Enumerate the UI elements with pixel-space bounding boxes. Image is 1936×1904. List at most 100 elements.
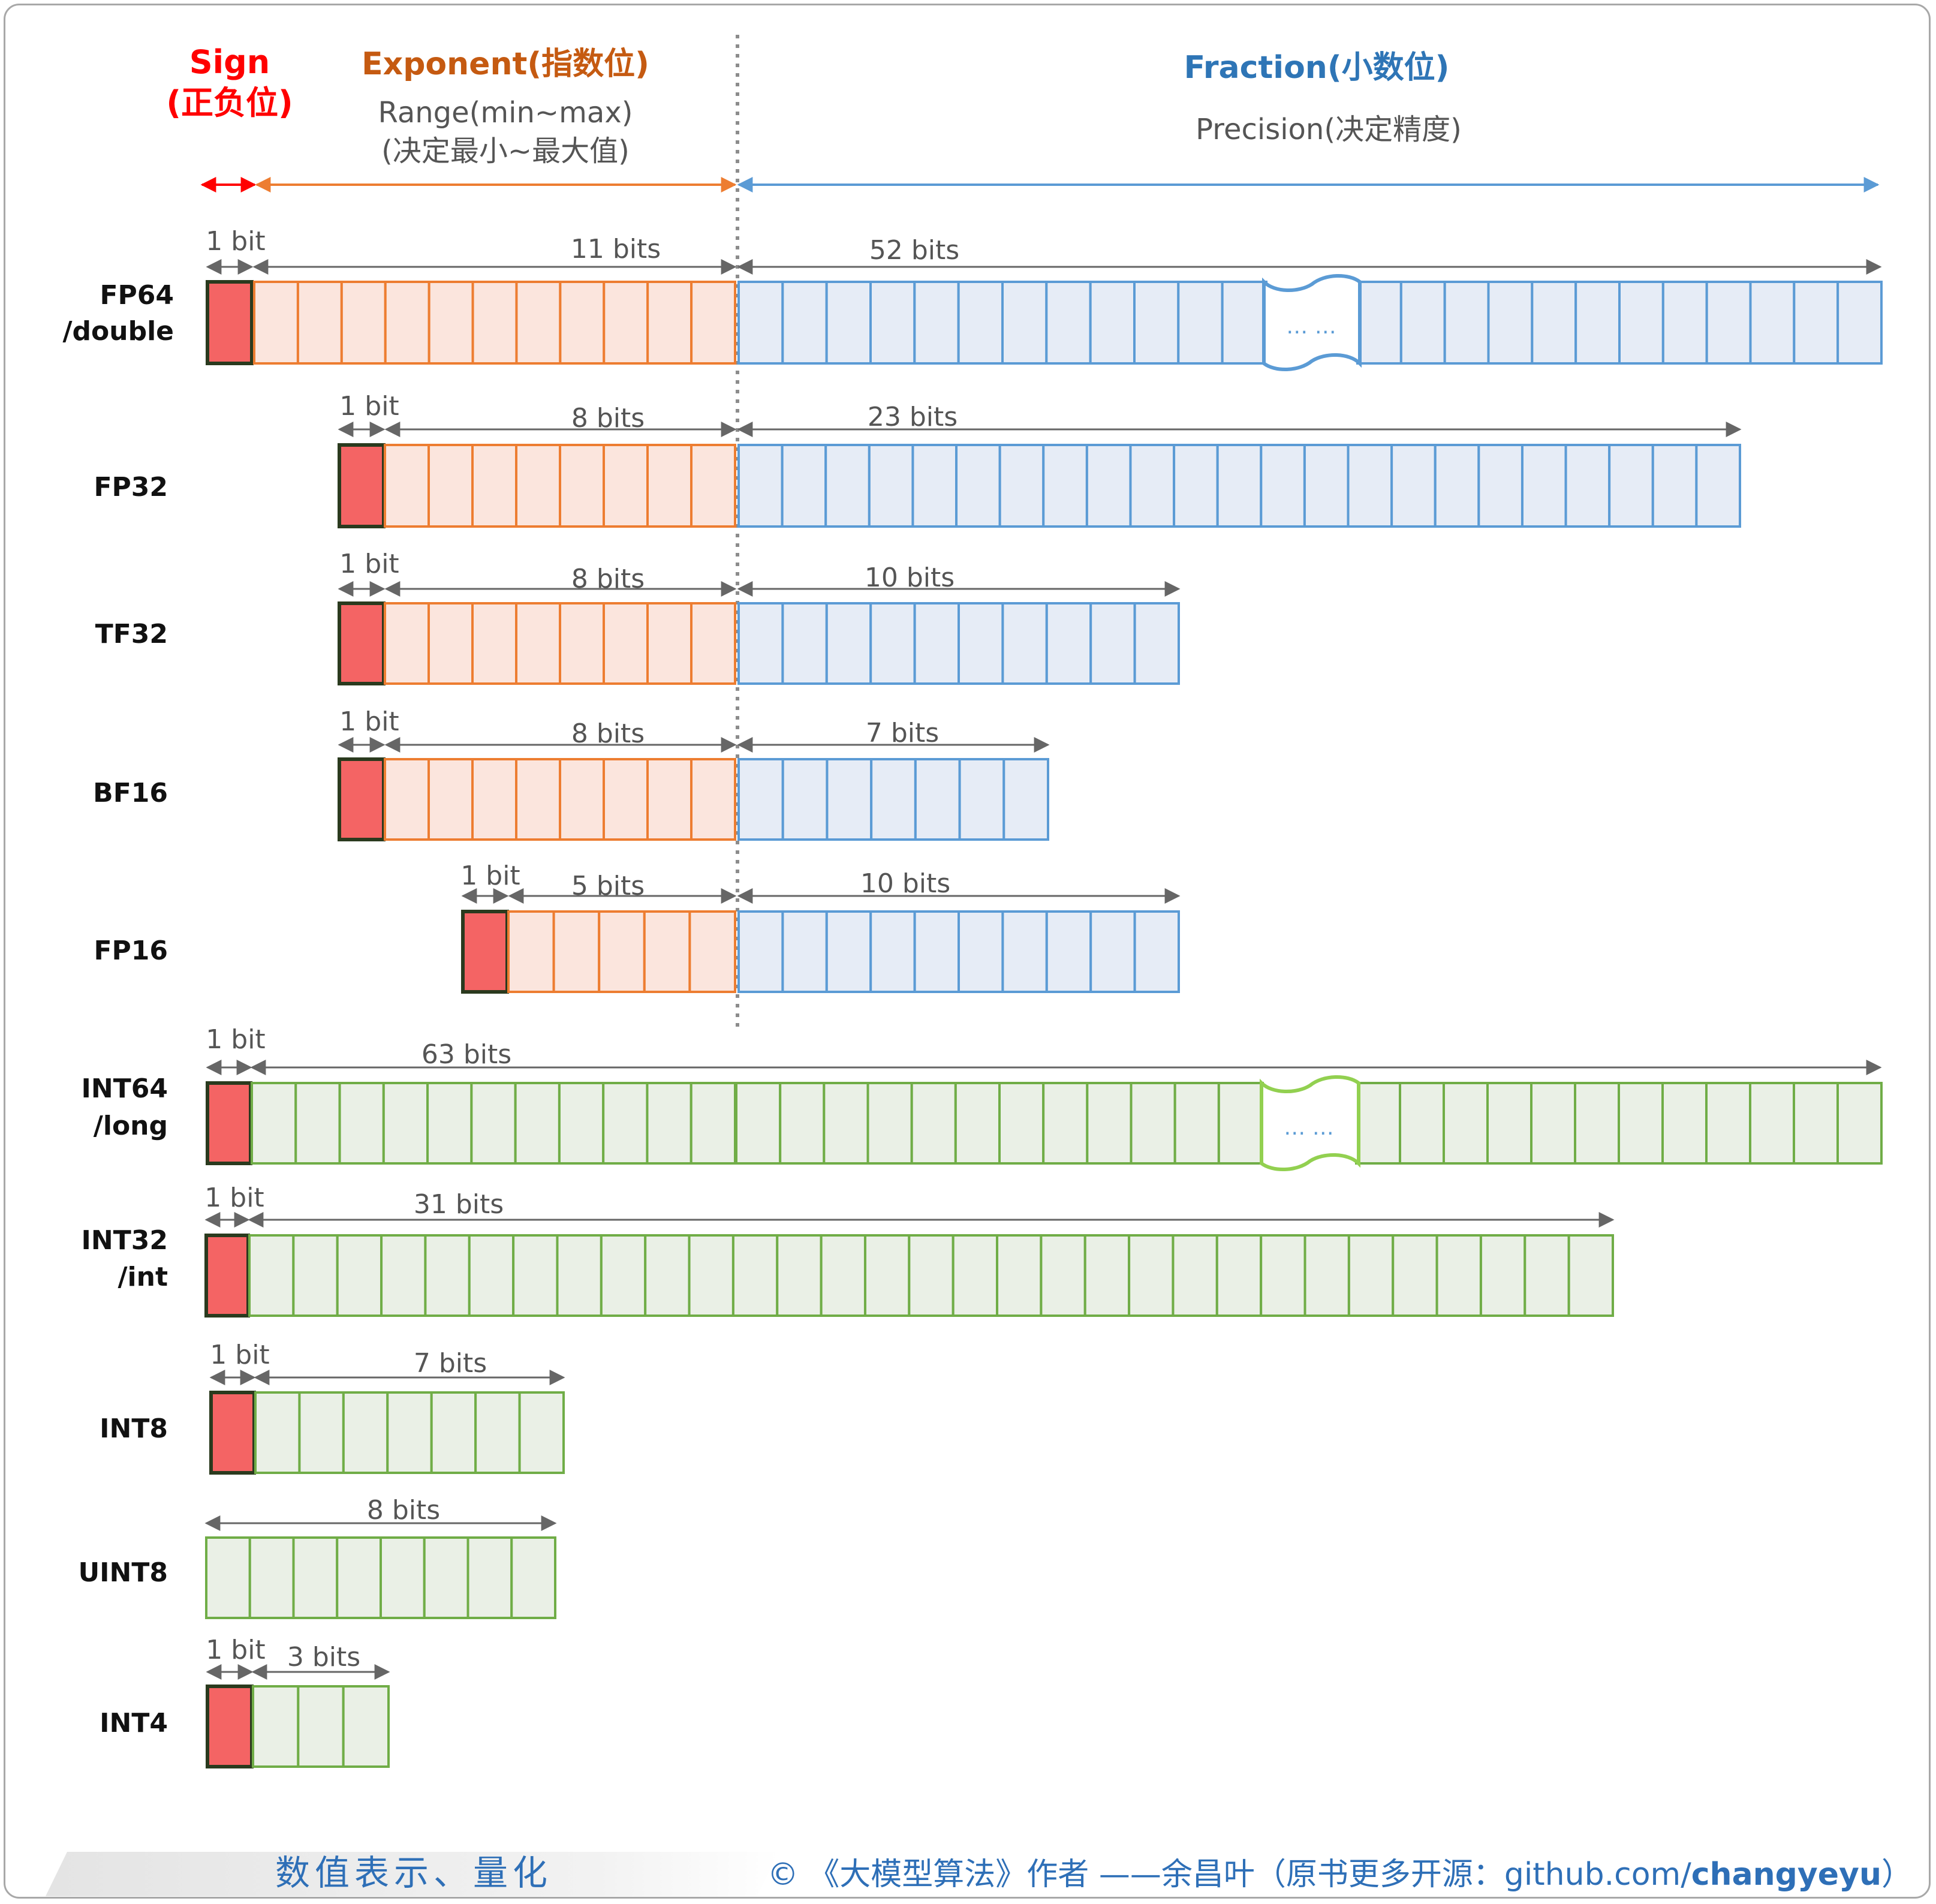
footer-credit-prefix: © 《大模型算法》作者 ——余昌叶（原书更多开源：github.com/ [767,1857,1691,1893]
int32-value-bit [380,1234,427,1317]
int64-value-break [1260,1075,1360,1171]
fp16-fraction-bit [869,910,916,993]
int64-value-bit [1661,1082,1708,1165]
int64-value-bit [735,1082,782,1165]
tf32-fraction-bit [825,602,872,685]
bf16-exponent-bit [603,758,649,841]
int8-value-bit [474,1391,521,1474]
int64-value-bit [514,1082,561,1165]
int8-value-bit [254,1391,301,1474]
int64-value-bit [1173,1082,1220,1165]
uint8-value-label: 8 bits [367,1495,440,1526]
int64-value-bit [998,1082,1045,1165]
tf32-fraction-bit [913,602,960,685]
tf32-fraction-bit [1133,602,1180,685]
uint8-value-bit [205,1536,251,1619]
int64-value-bit [602,1082,649,1165]
int32-value-bit [1303,1234,1350,1317]
fp64-fraction-bit [1045,281,1092,365]
footer-credit: © 《大模型算法》作者 ——余昌叶（原书更多开源：github.com/chan… [767,1857,1913,1893]
uint8-value-bit [423,1536,469,1619]
tf32-fraction-bit [869,602,916,685]
fp64-fraction-bit [1531,281,1577,365]
fp32-fraction-bit [1042,444,1088,528]
fp64-exponent-bit [384,281,430,365]
fp64-fraction-bit [1001,281,1048,365]
exponent-header-title: Exponent(指数位) [362,46,649,82]
fp16-fraction-label: 10 bits [860,868,950,899]
int64-value-bit [1217,1082,1264,1165]
int32-value-bit [1172,1234,1218,1317]
bf16-sign-bit [338,757,386,841]
tf32-fraction-bit [1001,602,1048,685]
fp64-sign-label: 1 bit [206,226,265,257]
int8-value-label: 7 bits [414,1348,487,1379]
tf32-row [338,601,1180,685]
fp16-fraction-bit [1133,910,1180,993]
fp32-fraction-bit [1695,444,1741,528]
footer-banner [46,1852,779,1896]
exponent-header-line2: (决定最小~最大值) [381,134,630,168]
tf32-exponent-bit [384,602,430,685]
fp16-exponent-bit [643,910,691,993]
fp32-fraction-bit [1129,444,1176,528]
fp32-fraction-bit [1303,444,1350,528]
int4-value-bit [297,1685,345,1768]
bf16-fraction-bit [1002,758,1050,841]
int32-value-bit [908,1234,955,1317]
fp64-fraction-bit [1836,281,1883,365]
fp32-fraction-bit [955,444,1001,528]
dimension-arrows [204,259,1882,1680]
uint8-value-bit [336,1536,382,1619]
fp64-exponent-bit [515,281,562,365]
fp32-fraction-bit [1085,444,1132,528]
fp16-fraction-bit [737,910,784,993]
int32-value-bit [424,1234,471,1317]
fp32-fraction-bit [1390,444,1437,528]
section-headers: Sign (正负位) Exponent(指数位) Range(min~max) … [166,43,1880,192]
tf32-exponent-bit [515,602,561,685]
int32-value-bit [1128,1234,1175,1317]
int64-value-bit [426,1082,473,1165]
fp64-exponent-label: 11 bits [571,234,661,264]
int8-value-bit [518,1391,565,1474]
bit-cells [204,274,1883,1768]
fp32-fraction-bit [737,444,784,528]
fp64-ellipsis: … … [1286,314,1336,339]
fp64-exponent-bit [690,281,736,365]
tf32-fraction-bit [1089,602,1136,685]
fp64-fraction-label: 52 bits [869,235,959,266]
fp32-sign-label: 1 bit [339,391,399,422]
row-label-fp32: FP32 [94,472,168,503]
int64-value-bit [1086,1082,1133,1165]
row-label-int64: INT64 [82,1073,168,1104]
int32-sign-bit [204,1234,250,1318]
int32-value-bit [1083,1234,1131,1317]
int32-value-bit [996,1234,1043,1317]
footer-title: 数值表示、量化 [275,1852,552,1893]
fp16-exponent-bit [552,910,601,993]
fp32-fraction-bit [1477,444,1523,528]
int64-ellipsis: … … [1284,1115,1333,1140]
bf16-fraction-bit [914,758,961,841]
int64-value-bit [294,1082,341,1165]
fraction-header-title: Fraction(小数位) [1184,50,1450,86]
fp64-fraction-bit [913,281,960,365]
int4-sign-label: 1 bit [206,1635,265,1665]
int64-value-bit [1042,1082,1089,1165]
int8-value-bit [386,1391,433,1474]
int64-value-bit [251,1082,297,1165]
int4-value-bit [342,1685,390,1768]
int32-row [204,1234,1614,1318]
fp32-fraction-bit [1608,444,1654,528]
fp64-fraction-bit [825,281,872,365]
tf32-exponent-bit [690,602,736,685]
uint8-value-bit [292,1536,339,1619]
row-label-fp16: FP16 [94,936,168,966]
int32-value-bit [1347,1234,1395,1317]
int64-value-bit [910,1082,957,1165]
tf32-sign-bit [338,601,386,685]
int64-value-bit [1793,1082,1839,1165]
int64-value-bit [779,1082,826,1165]
int32-value-bit [292,1234,339,1317]
